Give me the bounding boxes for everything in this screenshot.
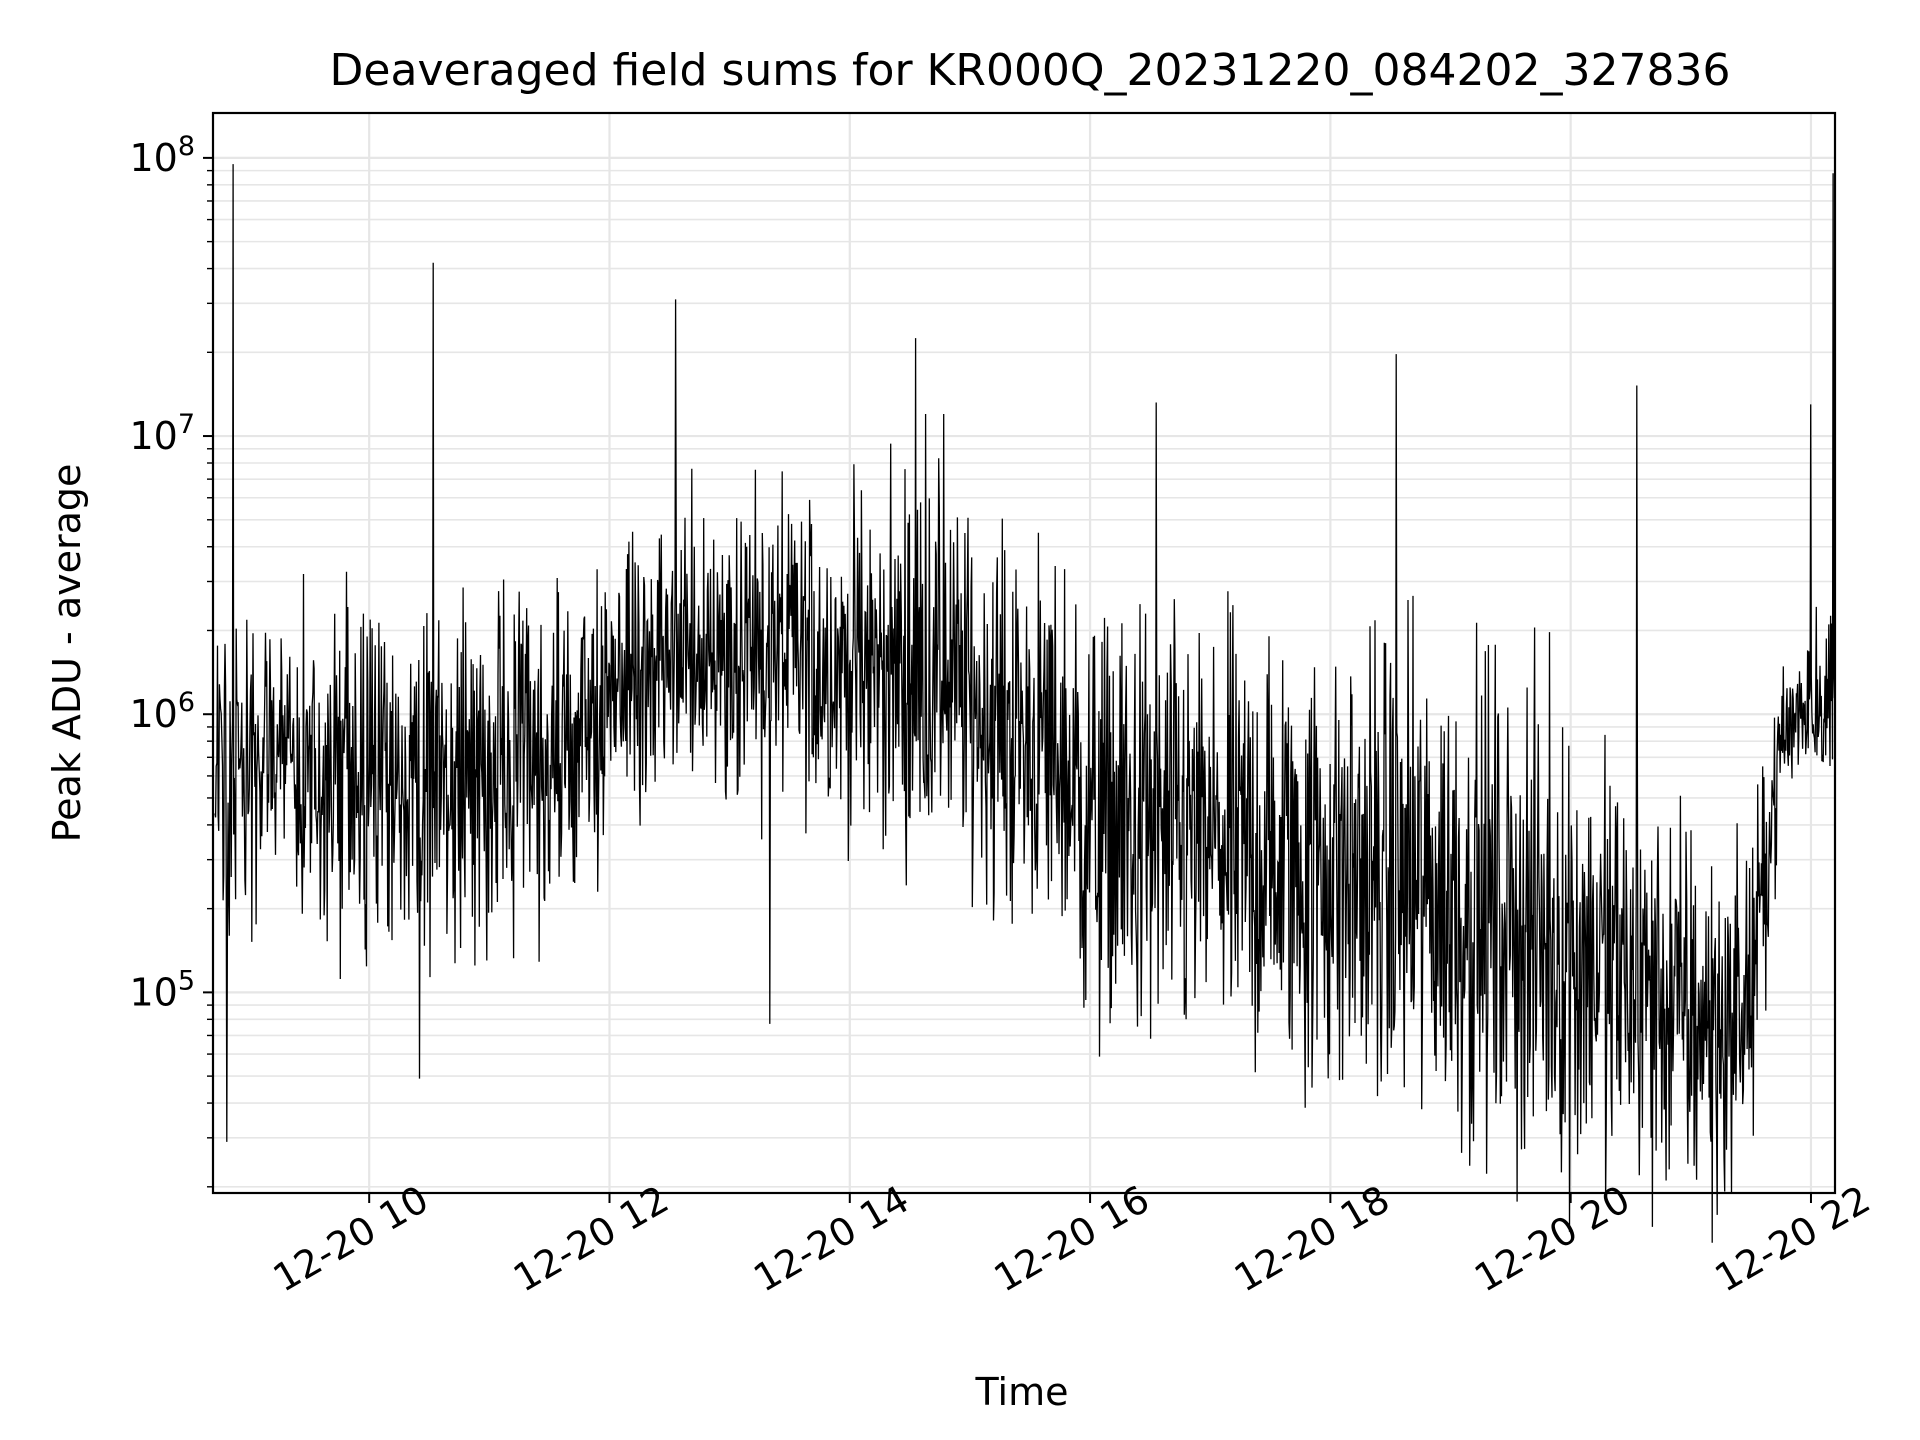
series-path [214, 164, 1836, 1243]
series-line [214, 164, 1836, 1243]
x-axis-label: Time [975, 1370, 1069, 1414]
y-axis-label: Peak ADU - average [45, 464, 89, 843]
chart-title: Deaveraged field sums for KR000Q_2023122… [330, 45, 1731, 96]
plot-frame [211, 111, 1837, 1195]
